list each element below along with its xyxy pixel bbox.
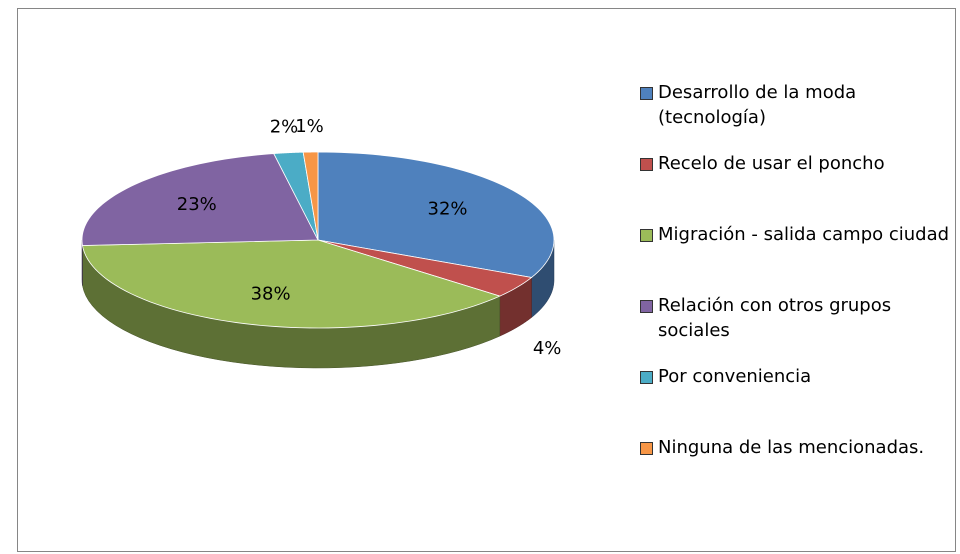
- legend-item: Migración - salida campo ciudad: [640, 222, 950, 293]
- data-label: 23%: [177, 194, 217, 215]
- legend-swatch: [640, 158, 653, 171]
- legend-label: Por conveniencia: [658, 366, 812, 387]
- slice: [317, 151, 555, 278]
- legend-label: Ninguna de las mencionadas.: [658, 437, 925, 458]
- legend-item: Recelo de usar el poncho: [640, 151, 950, 222]
- slice: [81, 239, 501, 329]
- legend-item: Relación con otros grupos sociales: [640, 293, 950, 364]
- data-label: 32%: [428, 198, 468, 219]
- slice: [302, 151, 319, 241]
- legend-item: Ninguna de las mencionadas.: [640, 435, 950, 506]
- legend-swatch: [640, 442, 653, 455]
- legend: Desarrollo de la moda (tecnología) Recelo…: [640, 80, 950, 506]
- chart-frame: [17, 8, 956, 552]
- slice: [317, 239, 533, 297]
- legend-label: Recelo de usar el poncho: [658, 153, 885, 174]
- data-label: 38%: [251, 283, 291, 304]
- legend-item: Desarrollo de la moda (tecnología): [640, 80, 950, 151]
- data-label: 2%: [270, 117, 299, 138]
- data-label: 4%: [533, 338, 562, 359]
- legend-swatch: [640, 87, 653, 100]
- legend-swatch: [640, 229, 653, 242]
- slice: [273, 151, 319, 241]
- legend-label: Desarrollo de la moda (tecnología): [658, 82, 857, 128]
- data-label: 1%: [295, 116, 324, 137]
- legend-label: Relación con otros grupos sociales: [658, 295, 892, 341]
- legend-label: Migración - salida campo ciudad: [658, 224, 950, 245]
- legend-swatch: [640, 300, 653, 313]
- legend-swatch: [640, 371, 653, 384]
- slice: [81, 153, 319, 246]
- legend-item: Por conveniencia: [640, 364, 950, 435]
